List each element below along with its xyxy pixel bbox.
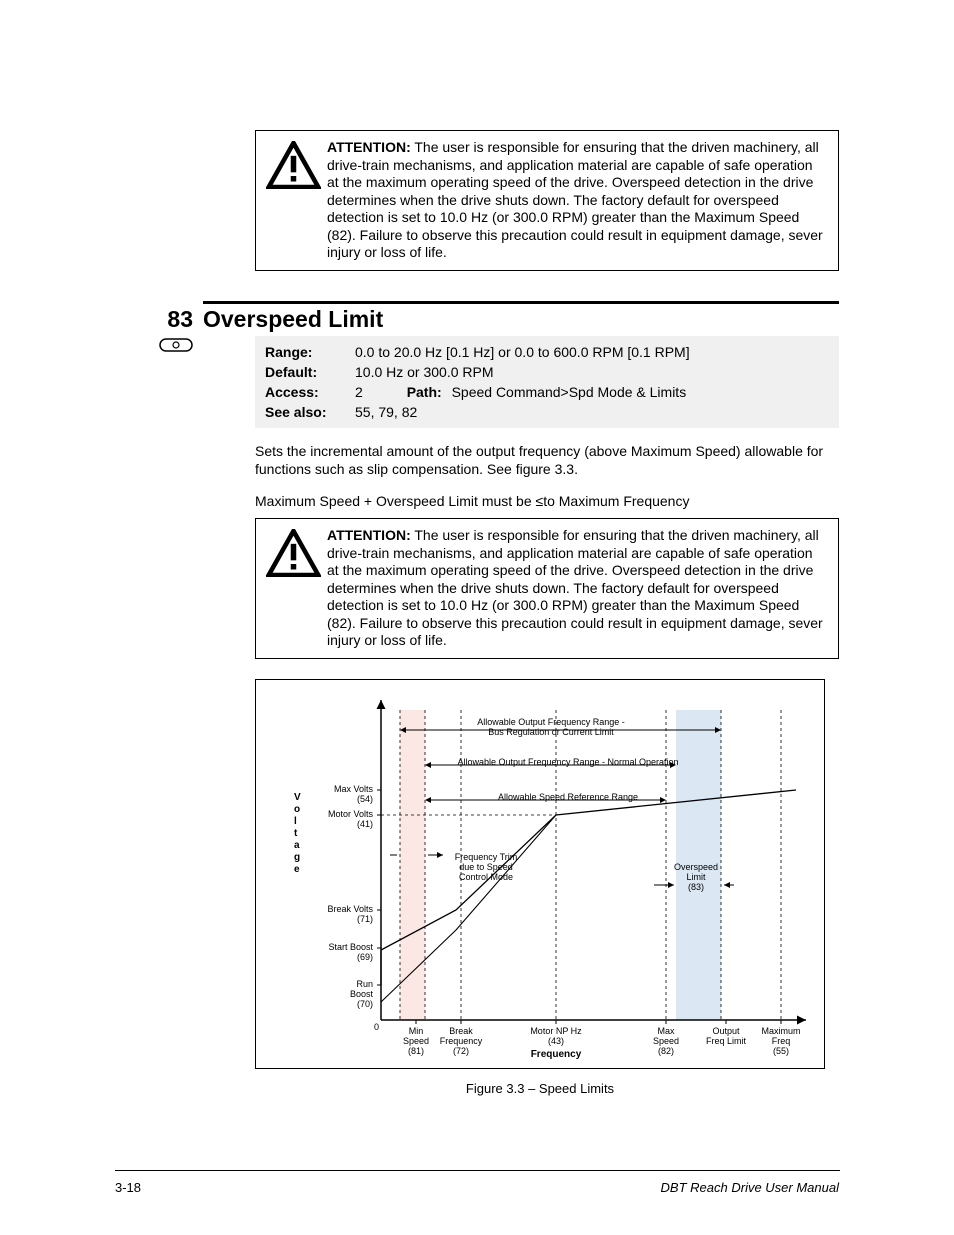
svg-text:0: 0 [374, 1022, 379, 1032]
attention-text-2: ATTENTION: The user is responsible for e… [321, 527, 828, 650]
svg-text:(55): (55) [773, 1046, 789, 1056]
def-seealso-val: 55, 79, 82 [355, 404, 829, 420]
body-text-2: Maximum Speed + Overspeed Limit must be … [255, 492, 839, 510]
parameter-definition-table: Range: 0.0 to 20.0 Hz [0.1 Hz] or 0.0 to… [255, 336, 839, 428]
svg-text:(72): (72) [453, 1046, 469, 1056]
warning-icon [266, 527, 321, 650]
svg-text:Frequency Trim: Frequency Trim [455, 852, 518, 862]
section-header: 83 Overspeed Limit [115, 306, 839, 333]
svg-text:Break Volts: Break Volts [327, 904, 373, 914]
attention-body: The user is responsible for ensuring tha… [327, 139, 823, 260]
svg-text:Max Volts: Max Volts [334, 784, 374, 794]
svg-text:V: V [294, 792, 301, 803]
svg-text:Speed: Speed [653, 1036, 679, 1046]
section-divider [203, 301, 839, 304]
attention-label: ATTENTION: [327, 527, 411, 543]
svg-text:Min: Min [409, 1026, 424, 1036]
page-number: 3-18 [115, 1180, 141, 1195]
svg-text:Frequency: Frequency [531, 1049, 582, 1060]
def-range-label: Range: [265, 344, 355, 360]
svg-text:Allowable Speed Reference Rang: Allowable Speed Reference Range [498, 792, 638, 802]
svg-text:(71): (71) [357, 914, 373, 924]
svg-text:Bus Regulation or Current Limi: Bus Regulation or Current Limit [488, 727, 614, 737]
warning-icon [266, 139, 321, 262]
svg-text:Overspeed: Overspeed [674, 862, 718, 872]
svg-text:Break: Break [449, 1026, 473, 1036]
def-access-val: 2 Path: Speed Command>Spd Mode & Limits [355, 384, 829, 400]
svg-text:Control Mode: Control Mode [459, 872, 513, 882]
svg-text:Freq Limit: Freq Limit [706, 1036, 747, 1046]
access-number: 2 [355, 384, 363, 400]
svg-text:Freq: Freq [772, 1036, 791, 1046]
svg-text:Allowable Output Frequency Ran: Allowable Output Frequency Range - [477, 717, 625, 727]
parameter-title: Overspeed Limit [203, 306, 383, 333]
def-default-val: 10.0 Hz or 300.0 RPM [355, 364, 829, 380]
svg-text:(81): (81) [408, 1046, 424, 1056]
attention-box-2: ATTENTION: The user is responsible for e… [255, 518, 839, 659]
svg-text:Motor NP Hz: Motor NP Hz [530, 1026, 582, 1036]
svg-text:(43): (43) [548, 1036, 564, 1046]
def-range-val: 0.0 to 20.0 Hz [0.1 Hz] or 0.0 to 600.0 … [355, 344, 829, 360]
body-text-1: Sets the incremental amount of the outpu… [255, 442, 839, 478]
svg-text:t: t [294, 828, 298, 839]
svg-text:e: e [294, 864, 300, 875]
svg-text:(69): (69) [357, 952, 373, 962]
svg-text:Max: Max [657, 1026, 675, 1036]
def-default-label: Default: [265, 364, 355, 380]
svg-text:Allowable Output Frequency Ran: Allowable Output Frequency Range - Norma… [457, 757, 678, 767]
svg-text:g: g [294, 852, 300, 863]
svg-text:Boost: Boost [350, 989, 374, 999]
attention-text-1: ATTENTION: The user is responsible for e… [321, 139, 828, 262]
svg-text:Maximum: Maximum [761, 1026, 800, 1036]
page-footer: 3-18 DBT Reach Drive User Manual [115, 1180, 839, 1195]
svg-text:(82): (82) [658, 1046, 674, 1056]
def-path-val: Speed Command>Spd Mode & Limits [452, 384, 687, 400]
svg-text:o: o [294, 804, 300, 815]
def-access-label: Access: [265, 384, 355, 400]
def-seealso-label: See also: [265, 404, 355, 420]
manual-title: DBT Reach Drive User Manual [661, 1180, 839, 1195]
param-type-icon-col [115, 333, 203, 356]
svg-text:Motor Volts: Motor Volts [328, 809, 374, 819]
svg-text:(41): (41) [357, 819, 373, 829]
svg-text:Speed: Speed [403, 1036, 429, 1046]
parameter-number: 83 [115, 306, 203, 333]
attention-label: ATTENTION: [327, 139, 411, 155]
svg-text:due to Speed: due to Speed [459, 862, 513, 872]
speed-limits-chart: Max Volts(54)Motor Volts(41)Break Volts(… [255, 679, 825, 1069]
svg-text:Frequency: Frequency [440, 1036, 483, 1046]
attention-body: The user is responsible for ensuring tha… [327, 527, 823, 648]
figure-caption: Figure 3.3 – Speed Limits [255, 1081, 825, 1096]
svg-text:Limit: Limit [686, 872, 706, 882]
footer-divider [115, 1170, 840, 1171]
svg-text:l: l [294, 816, 297, 827]
readwrite-icon [159, 337, 193, 353]
svg-text:(54): (54) [357, 794, 373, 804]
svg-text:Start Boost: Start Boost [328, 942, 373, 952]
def-path-label: Path: [407, 384, 442, 400]
svg-text:(70): (70) [357, 999, 373, 1009]
svg-text:Run: Run [356, 979, 373, 989]
attention-box-1: ATTENTION: The user is responsible for e… [255, 130, 839, 271]
svg-text:a: a [294, 840, 300, 851]
svg-text:Output: Output [712, 1026, 740, 1036]
svg-text:(83): (83) [688, 882, 704, 892]
